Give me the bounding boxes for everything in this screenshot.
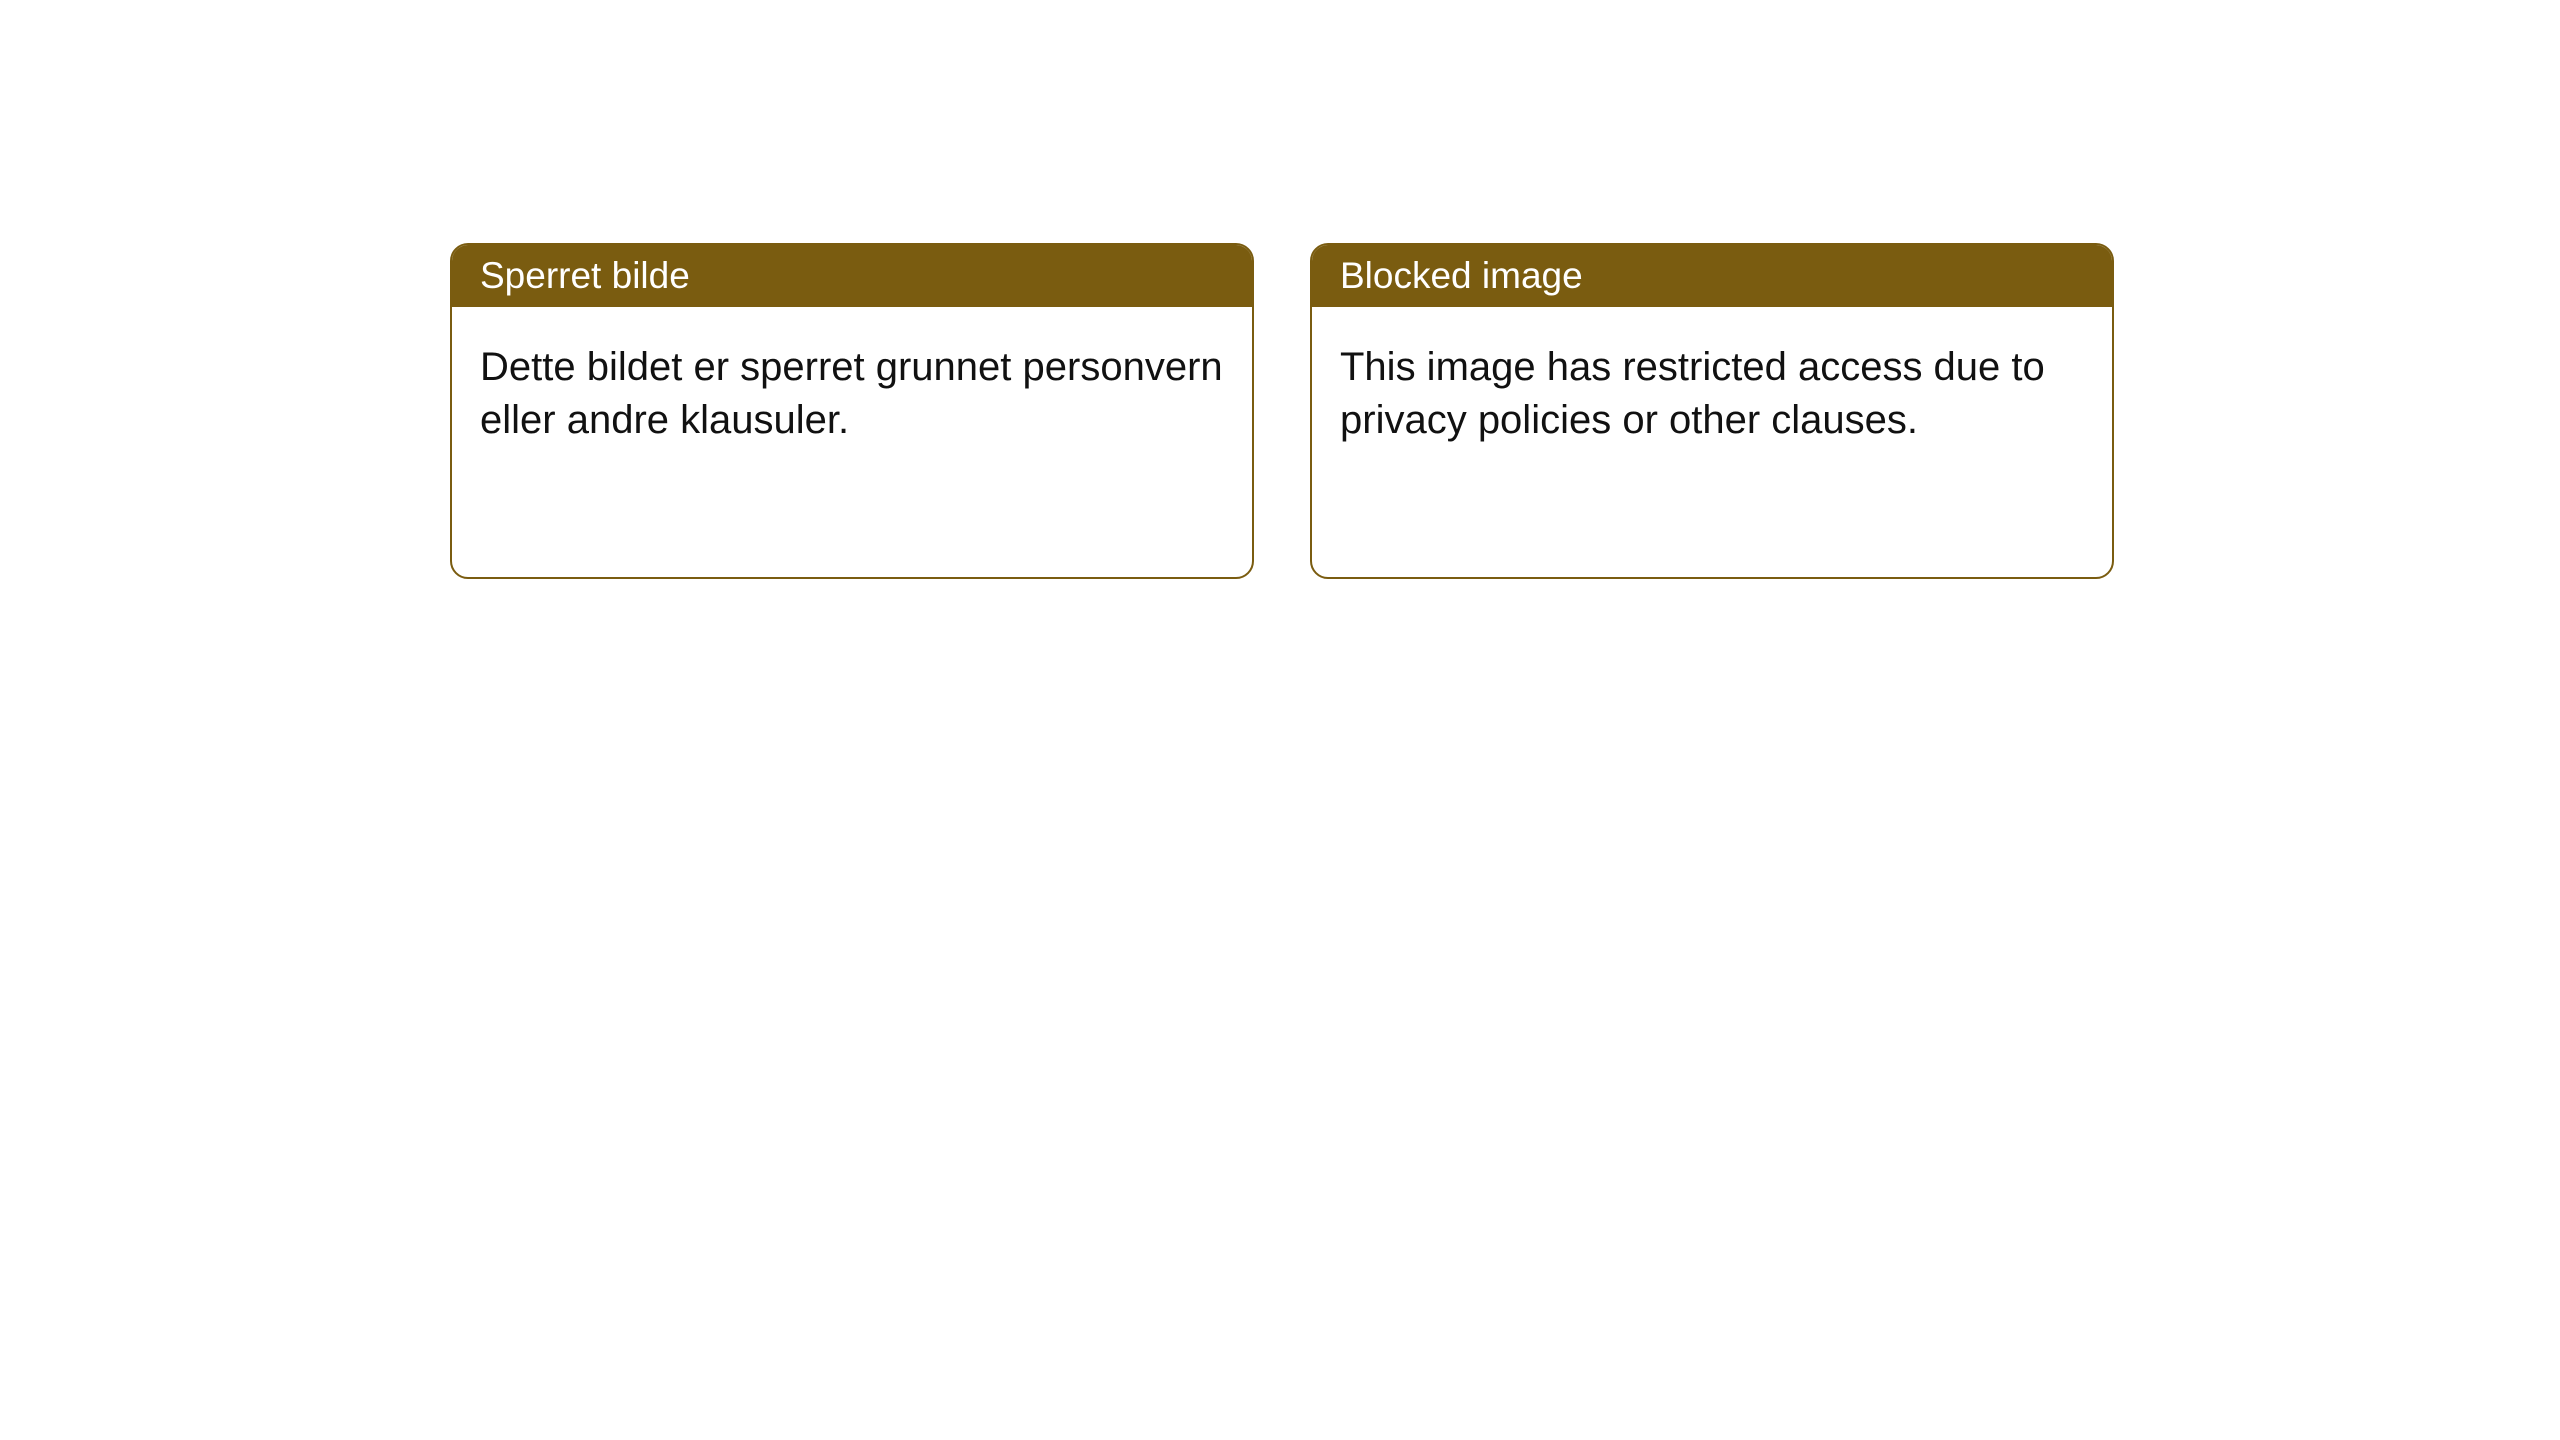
notice-body: This image has restricted access due to …	[1312, 307, 2112, 577]
notice-card-english: Blocked image This image has restricted …	[1310, 243, 2114, 579]
notice-body: Dette bildet er sperret grunnet personve…	[452, 307, 1252, 577]
notice-title: Blocked image	[1312, 245, 2112, 307]
notice-title: Sperret bilde	[452, 245, 1252, 307]
notice-container: Sperret bilde Dette bildet er sperret gr…	[0, 0, 2560, 579]
notice-card-norwegian: Sperret bilde Dette bildet er sperret gr…	[450, 243, 1254, 579]
